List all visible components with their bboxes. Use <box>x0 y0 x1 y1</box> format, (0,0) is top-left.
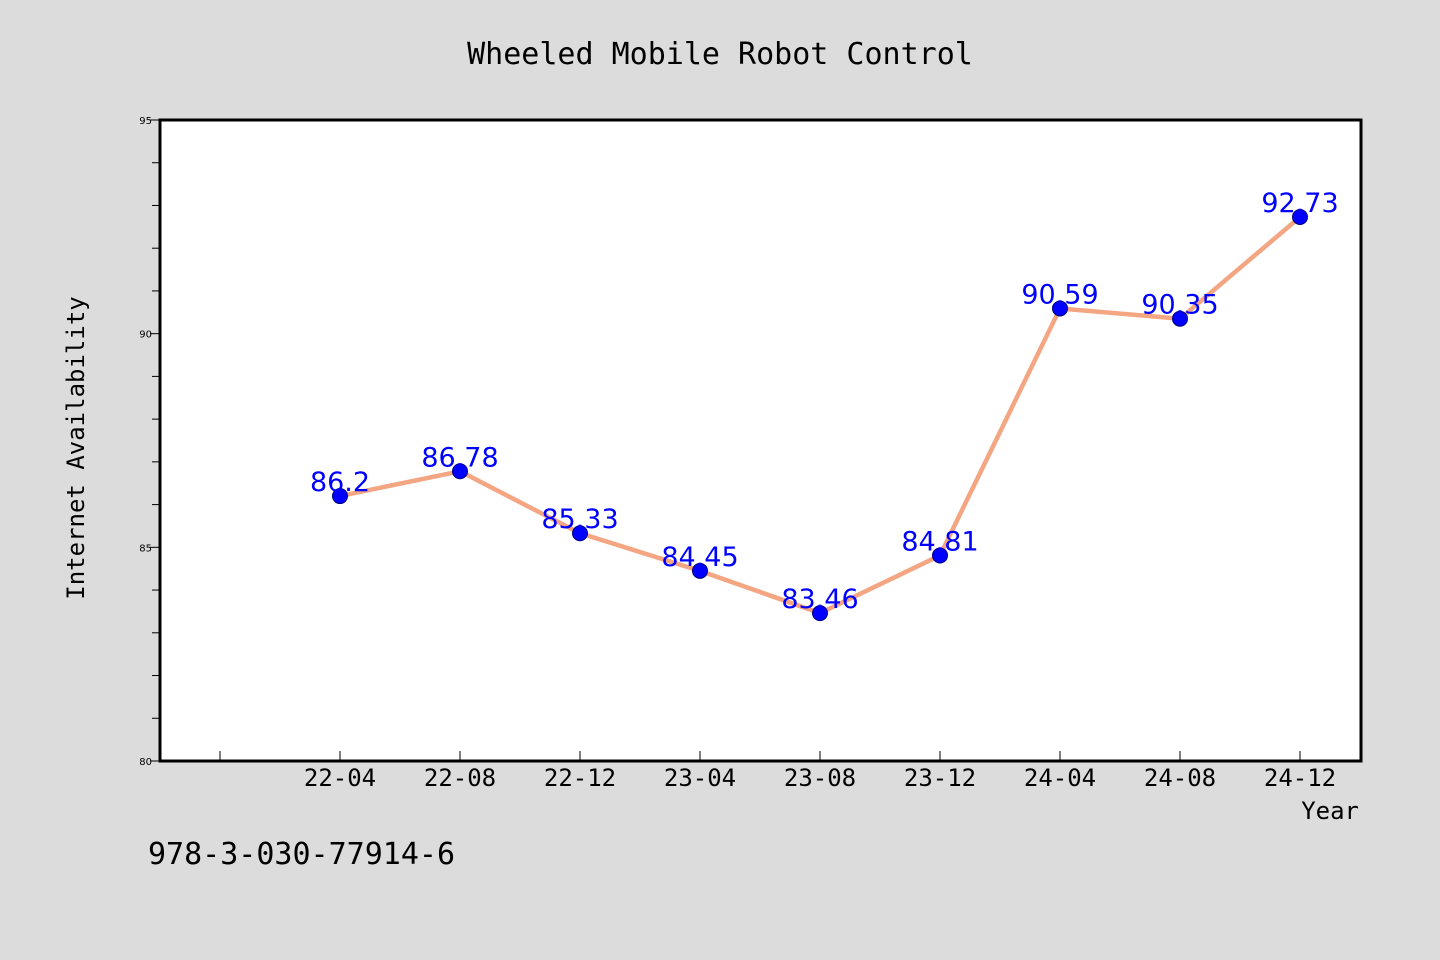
y-axis: 80 85 90 95 <box>139 116 160 768</box>
data-point-label: 85.33 <box>541 504 618 535</box>
x-tick-label: 22-12 <box>544 764 616 792</box>
data-point-marker <box>332 488 348 505</box>
data-point-marker <box>1172 310 1188 327</box>
data-point-marker <box>812 605 828 622</box>
x-tick-label: 23-08 <box>784 764 856 792</box>
data-point-label: 90.59 <box>1021 279 1098 310</box>
plot-area <box>160 120 1361 761</box>
series-markers <box>332 209 1308 622</box>
x-tick-label: 24-12 <box>1264 764 1336 792</box>
y-axis-label: Internet Availability <box>62 296 90 599</box>
y-tick-label: 80 <box>139 757 152 768</box>
data-point-label: 84.45 <box>661 542 738 573</box>
data-labels: 86.2 86.78 85.33 84.45 83.46 84.81 90.59 90.35 9… <box>310 188 1339 615</box>
data-point-label: 83.46 <box>781 584 858 615</box>
data-point-marker <box>1292 209 1308 226</box>
data-point-marker <box>932 547 948 564</box>
data-point-label: 86.2 <box>310 467 370 498</box>
y-tick-label: 85 <box>139 543 152 554</box>
x-axis: 22-04 22-08 22-12 23-04 23-08 23-12 24-04 24-08… <box>219 751 1336 792</box>
x-tick-label: 24-08 <box>1144 764 1216 792</box>
plot-frame <box>158 118 1363 763</box>
data-point-label: 86.78 <box>421 442 498 473</box>
x-tick-label: 23-04 <box>664 764 736 792</box>
y-tick-label: 90 <box>139 330 152 341</box>
data-point-label: 92.73 <box>1261 188 1338 219</box>
isbn-annotation: 978-3-030-77914-6 <box>148 837 455 872</box>
x-tick-label: 23-12 <box>904 764 976 792</box>
data-point-marker <box>572 525 588 542</box>
data-point-label: 84.81 <box>901 526 978 557</box>
x-tick-label: 22-08 <box>424 764 496 792</box>
chart-title: Wheeled Mobile Robot Control <box>467 37 973 72</box>
data-point-marker <box>1052 300 1068 317</box>
x-tick-label: 22-04 <box>304 764 376 792</box>
x-tick-label: 24-04 <box>1024 764 1096 792</box>
x-axis-label: Year <box>1301 797 1359 825</box>
y-tick-label: 95 <box>139 116 152 127</box>
data-point-label: 90.35 <box>1141 290 1218 321</box>
data-point-marker <box>452 463 468 480</box>
data-point-marker <box>692 562 708 579</box>
